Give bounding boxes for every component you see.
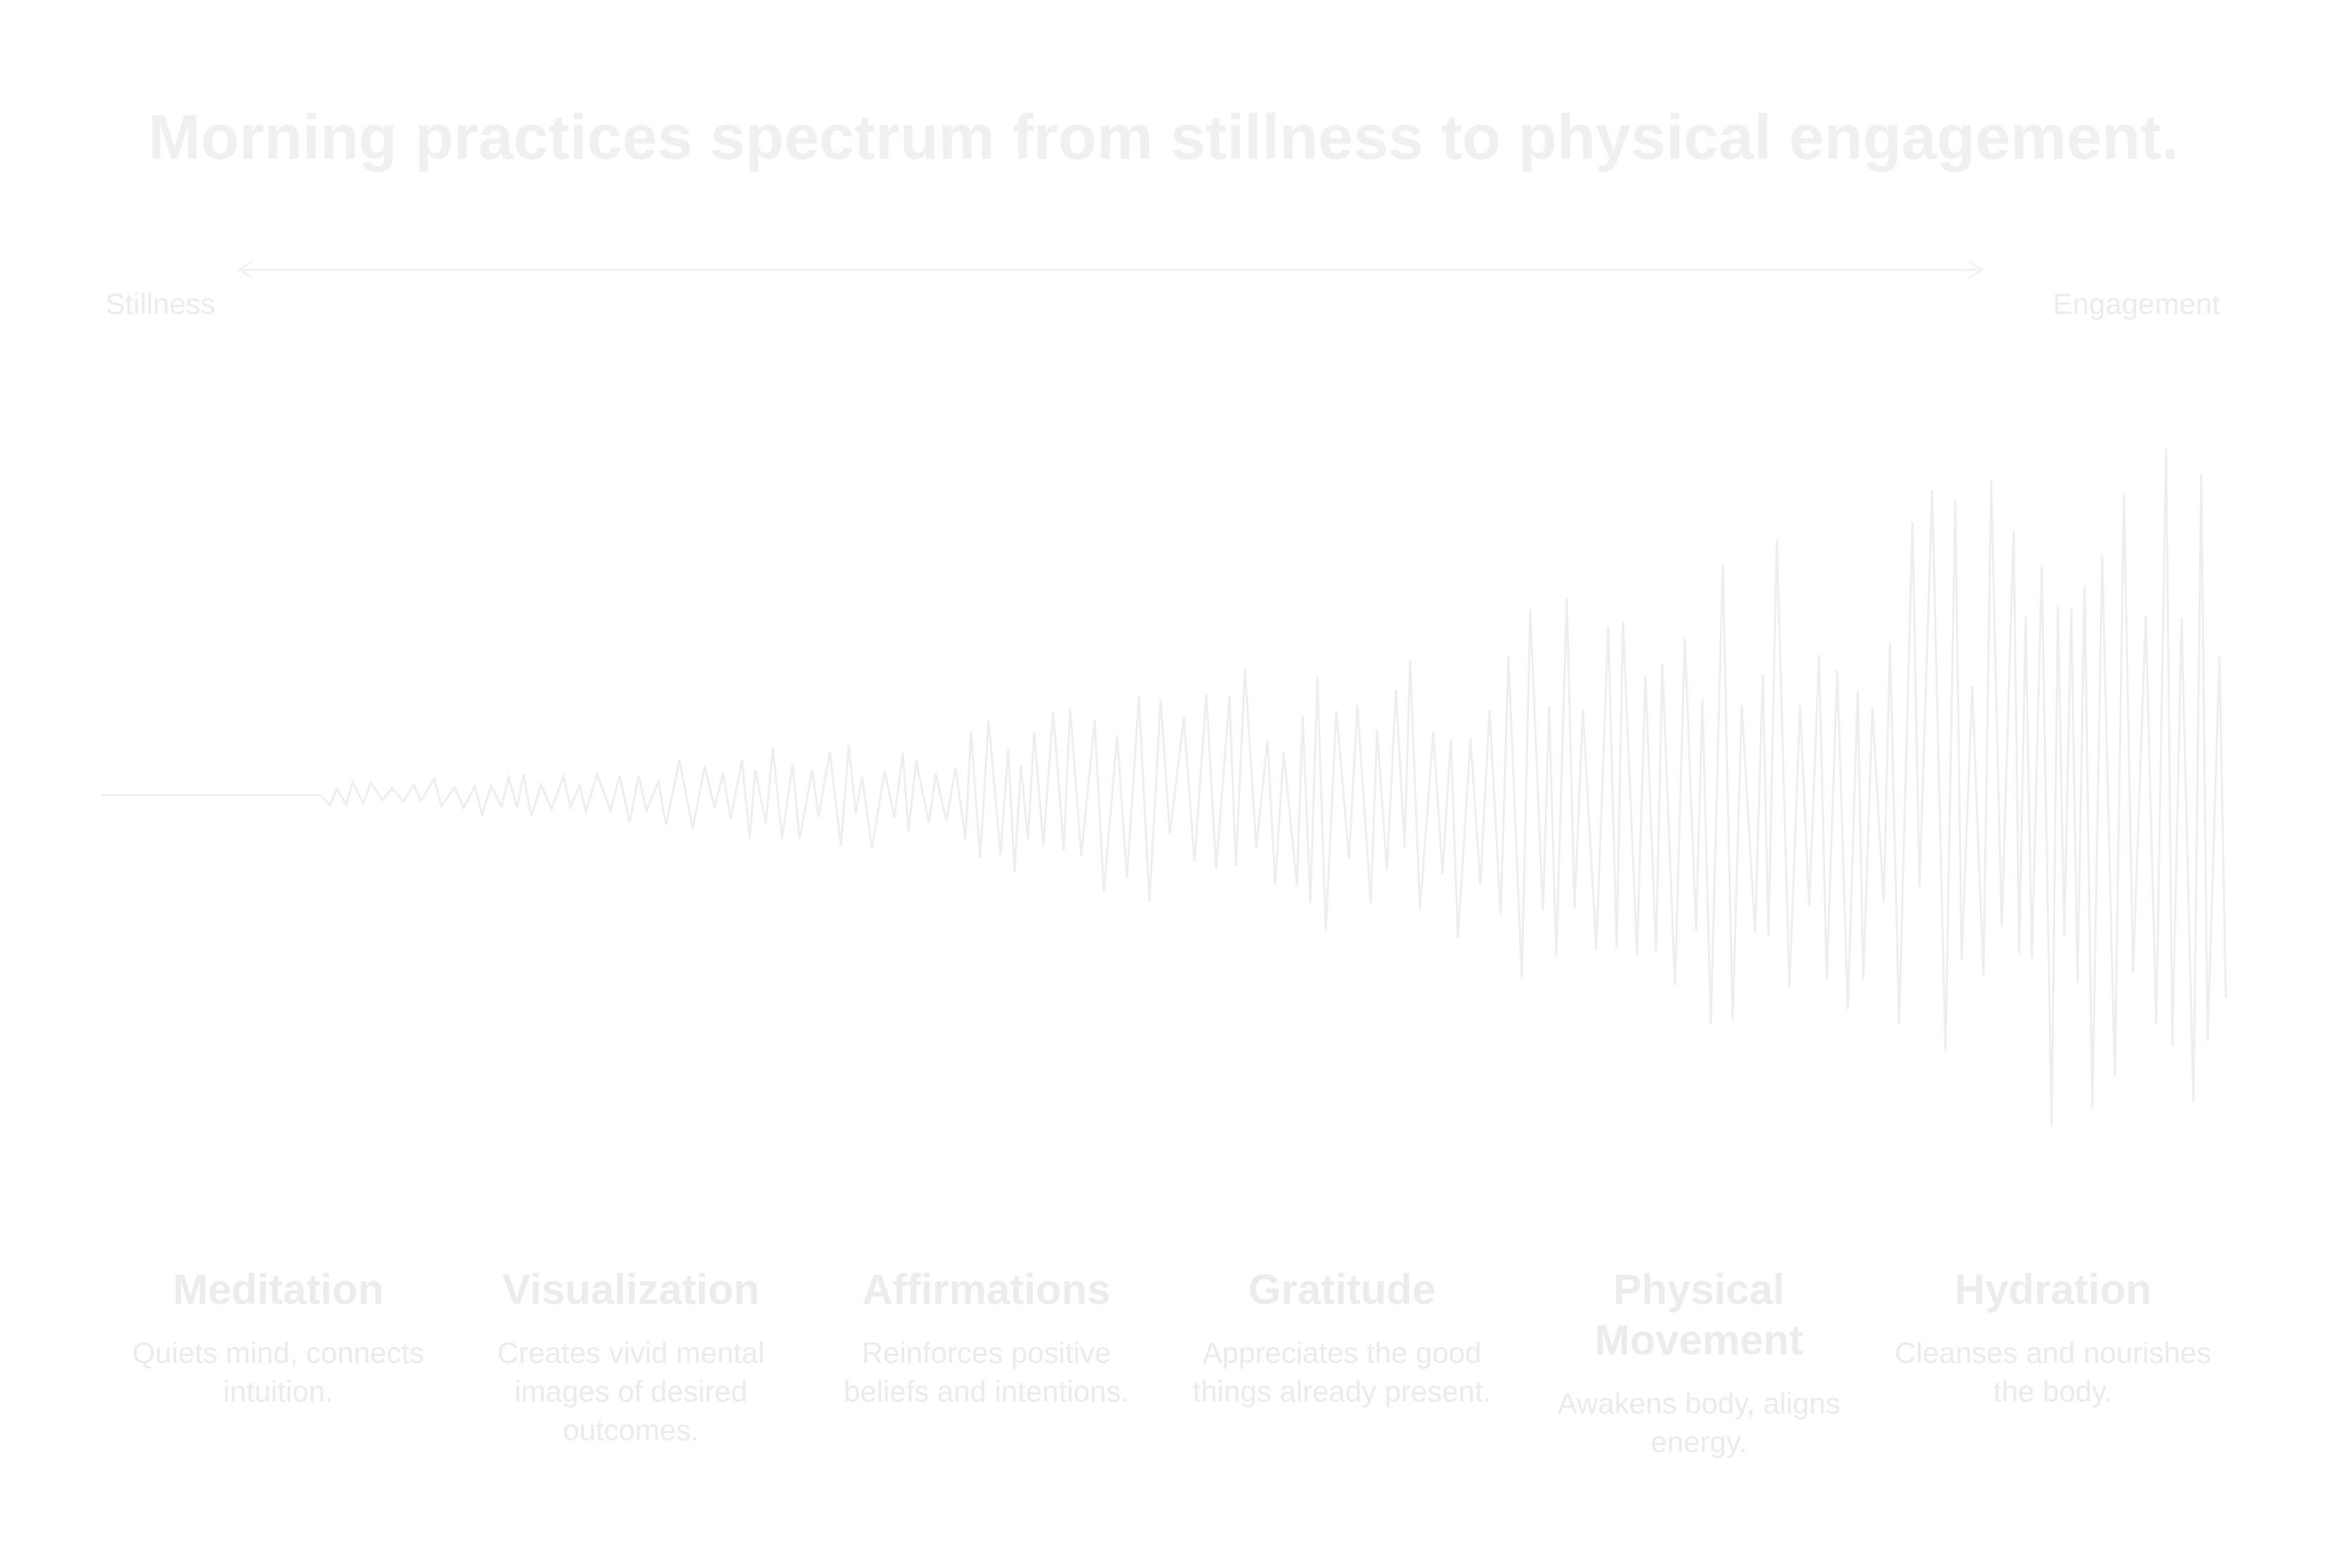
practice-description: Awakens body, aligns energy. [1557,1387,1841,1458]
practice-meditation: Meditation Quiets mind, connects intuiti… [117,1265,440,1411]
engagement-label: Engagement [2052,287,2220,320]
practice-name: Hydration [1954,1266,2152,1313]
stillness-label: Stillness [105,287,216,320]
practice-description: Reinforces positive beliefs and intentio… [843,1336,1130,1408]
practice-description: Cleanses and nourishes the body. [1894,1336,2212,1408]
practice-affirmations: Affirmations Reinforces positive beliefs… [825,1265,1148,1411]
practice-name: Physical Movement [1594,1266,1804,1364]
practice-hydration: Hydration Cleanses and nourishes the bod… [1891,1265,2215,1411]
practice-name: Meditation [173,1266,384,1313]
arrow-right-head-icon [1968,260,1985,280]
practice-physical-movement: Physical Movement Awakens body, aligns e… [1537,1265,1860,1461]
practice-list: Meditation Quiets mind, connects intuiti… [0,1265,2327,1546]
practice-gratitude: Gratitude Appreciates the good things al… [1180,1265,1504,1411]
practice-description: Appreciates the good things already pres… [1192,1336,1492,1408]
spectrum-arrow [237,260,1985,280]
practice-description: Creates vivid mental images of desired o… [497,1336,765,1446]
practice-name: Visualization [502,1266,760,1313]
energy-waveform [101,447,2227,1128]
practice-visualization: Visualization Creates vivid mental image… [469,1265,793,1449]
page-title: Morning practices spectrum from stillnes… [148,103,2179,173]
practice-name: Affirmations [862,1266,1111,1313]
practice-name: Gratitude [1248,1266,1436,1313]
practice-description: Quiets mind, connects intuition. [132,1336,424,1408]
arrow-left-head-icon [237,260,254,280]
